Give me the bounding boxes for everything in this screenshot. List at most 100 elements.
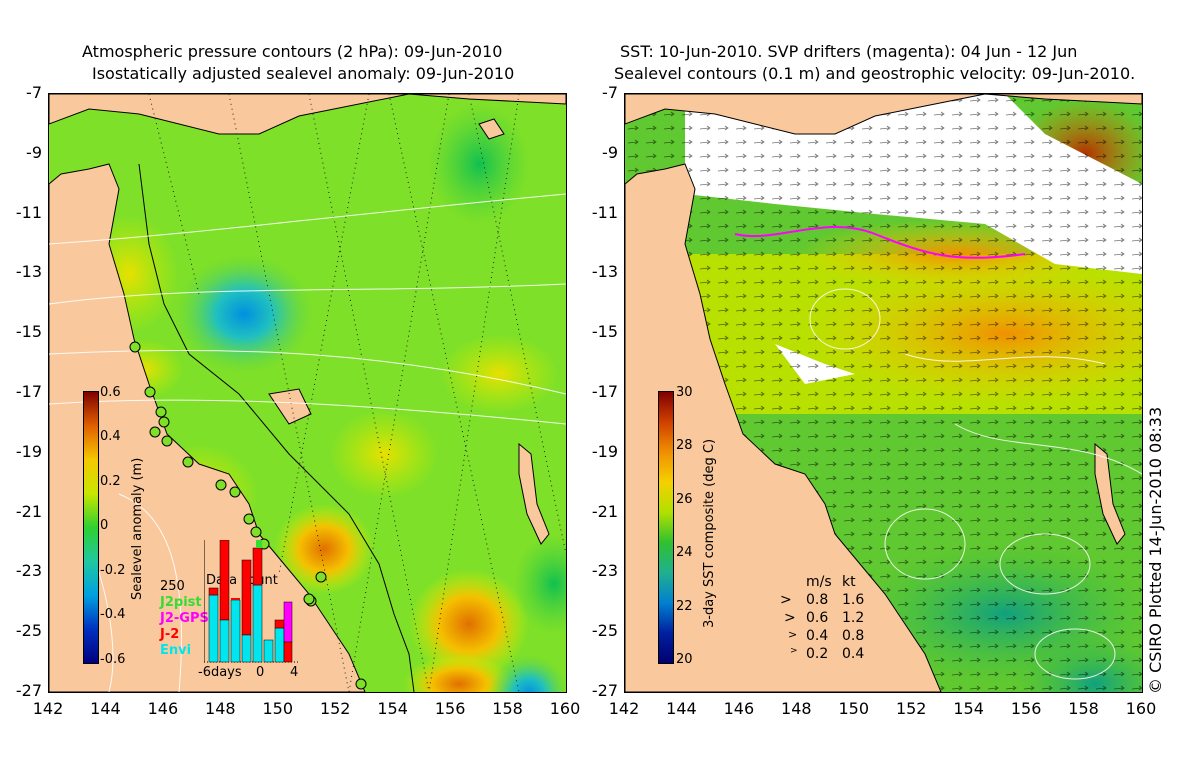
right-x-tick: 160	[1125, 699, 1157, 718]
altimeter-tracks	[148, 94, 566, 692]
svp-drifter-track	[734, 226, 1026, 259]
speed-units-kt: kt	[842, 574, 856, 590]
speed-arrow-icon: >	[790, 646, 798, 656]
speed-arrow-icon: >	[788, 628, 798, 641]
australia-land	[49, 163, 366, 692]
right-x-tick: 156	[1010, 699, 1042, 718]
left-x-tick: 142	[32, 699, 64, 718]
right-cb-tick-5: 20	[676, 652, 693, 667]
right-title-line1: SST: 10-Jun-2010. SVP drifters (magenta)…	[620, 42, 1078, 61]
left-title-line2: Isostatically adjusted sealevel anomaly:…	[92, 64, 515, 83]
speed-row-ms: 0.8	[806, 592, 829, 608]
speed-row-kt: 0.8	[842, 628, 865, 644]
left-y-tick: -7	[26, 83, 42, 102]
speed-arrow-icon: >	[780, 592, 792, 608]
right-y-tick: -15	[591, 322, 618, 342]
left-x-tick: 154	[377, 699, 408, 718]
left-x-tick: 160	[549, 699, 581, 718]
sealevel-high-anomaly	[274, 504, 374, 594]
left-y-tick: -23	[15, 561, 42, 581]
left-y-tick: -15	[15, 322, 42, 342]
right-cb-tick-4: 22	[676, 599, 693, 614]
credit-label: © CSIRO Plotted 14-Jun-2010 08:33	[1146, 406, 1165, 694]
sealevel-contours	[809, 288, 1142, 680]
left-map-panel	[48, 93, 567, 693]
left-y-tick: -11	[15, 202, 42, 222]
right-colorbar-title: 3-day SST composite (deg C)	[702, 438, 717, 628]
right-x-tick: 144	[666, 699, 697, 718]
left-y-tick: -17	[15, 382, 42, 401]
right-y-tick: -7	[602, 83, 618, 102]
right-cb-tick-2: 26	[676, 492, 693, 507]
datacount-max-label: 250	[160, 579, 185, 594]
right-y-tick: -19	[591, 441, 618, 461]
datacount-legend-j2pist: J2pist	[160, 595, 202, 610]
left-x-tick: 148	[205, 699, 236, 718]
png-land	[49, 94, 566, 135]
datacount-x-start: -6days	[198, 665, 242, 680]
speed-units-ms: m/s	[806, 574, 832, 590]
right-x-tick: 146	[723, 699, 755, 718]
left-y-tick: -27	[15, 681, 42, 700]
right-y-tick: -23	[591, 561, 618, 581]
right-y-tick: -27	[591, 681, 618, 700]
speed-row-kt: 0.4	[842, 646, 865, 662]
right-y-tick: -9	[602, 142, 618, 162]
left-map-svg	[49, 94, 566, 692]
right-x-tick: 158	[1068, 699, 1099, 718]
sealevel-low-anomaly	[174, 254, 314, 374]
right-x-tick: 154	[953, 699, 984, 718]
right-y-tick: -13	[591, 262, 618, 282]
left-colorbar	[83, 391, 99, 664]
right-x-tick: 148	[781, 699, 812, 718]
left-cb-tick-0: 0.6	[100, 385, 121, 400]
right-map-svg	[625, 94, 1142, 692]
right-title-line2: Sealevel contours (0.1 m) and geostrophi…	[614, 64, 1136, 83]
left-x-tick: 156	[434, 699, 466, 718]
png-land-right	[625, 94, 1142, 135]
right-y-tick: -25	[591, 621, 618, 641]
right-y-tick: -11	[591, 202, 618, 222]
right-cb-tick-1: 28	[676, 438, 693, 453]
right-cb-tick-0: 30	[676, 385, 693, 400]
left-x-tick: 150	[262, 699, 294, 718]
left-title-line1: Atmospheric pressure contours (2 hPa): 0…	[82, 42, 503, 61]
reef-island	[518, 442, 550, 545]
left-y-tick: -13	[15, 262, 42, 282]
speed-row-ms: 0.6	[806, 610, 829, 626]
left-x-tick: 144	[90, 699, 121, 718]
speed-arrow-icon: >	[784, 610, 796, 626]
left-y-tick: -19	[15, 441, 42, 461]
datacount-legend-j2gps: J2-GPS	[160, 611, 209, 626]
left-x-tick: 146	[147, 699, 179, 718]
left-cb-tick-6: -0.6	[100, 652, 126, 667]
left-cb-tick-1: 0.4	[100, 429, 121, 444]
right-y-tick: -21	[591, 501, 618, 521]
datacount-x-end: 4	[290, 665, 299, 680]
right-map-panel	[624, 93, 1143, 693]
left-x-tick: 158	[492, 699, 523, 718]
tide-gauges	[129, 341, 367, 690]
left-y-tick: -25	[15, 621, 42, 641]
left-cb-tick-3: 0	[100, 518, 109, 533]
datacount-x-zero: 0	[256, 665, 265, 680]
left-cb-tick-2: 0.2	[100, 474, 121, 489]
speed-row-ms: 0.2	[806, 646, 829, 662]
speed-row-ms: 0.4	[806, 628, 829, 644]
speed-row-kt: 1.2	[842, 610, 865, 626]
left-y-tick: -9	[26, 142, 42, 162]
australia-land-right	[625, 163, 942, 692]
right-y-tick: -17	[591, 382, 618, 401]
left-y-tick: -21	[15, 501, 42, 521]
right-x-tick: 142	[608, 699, 640, 718]
left-cb-tick-4: -0.2	[100, 563, 126, 578]
left-cb-tick-5: -0.4	[100, 607, 126, 622]
datacount-legend-j2: J-2	[160, 627, 180, 642]
right-x-tick: 152	[895, 699, 927, 718]
speed-row-kt: 1.6	[842, 592, 865, 608]
right-cb-tick-3: 24	[676, 545, 693, 560]
pressure-contours	[49, 193, 566, 692]
right-x-tick: 150	[838, 699, 870, 718]
left-colorbar-title: Sealevel anomaly (m)	[130, 457, 145, 600]
left-x-tick: 152	[319, 699, 351, 718]
